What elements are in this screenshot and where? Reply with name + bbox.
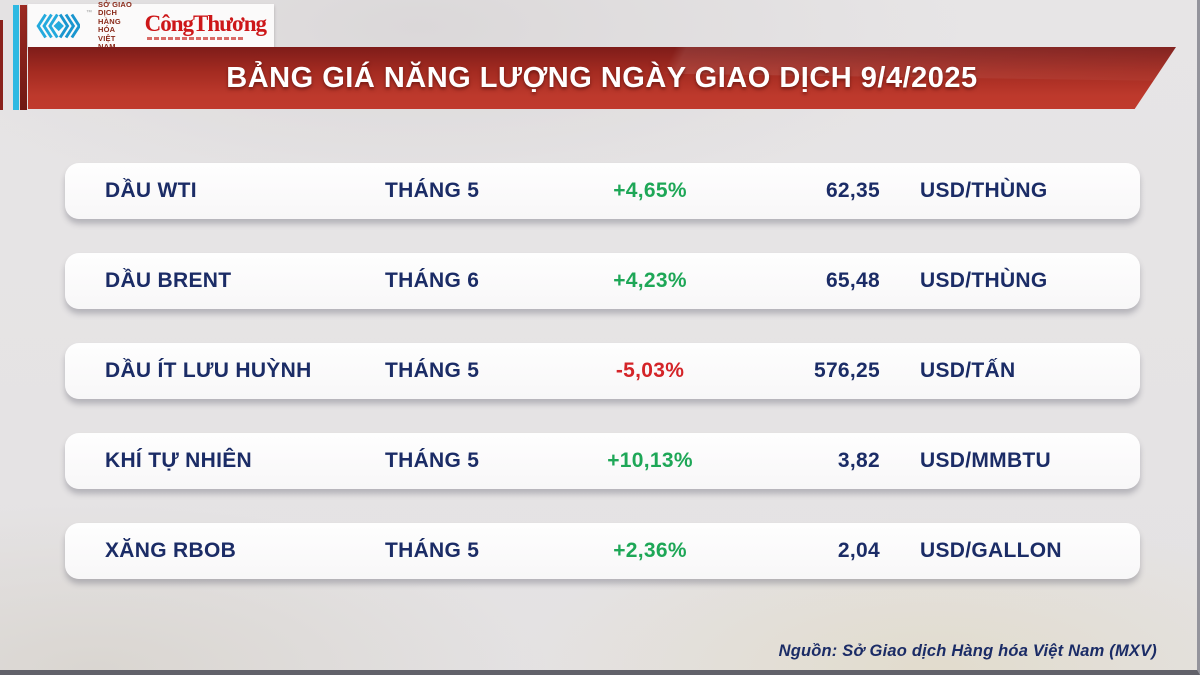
price-value: 65,48 [825,269,880,292]
price-value: 576,25 [813,359,880,382]
mxv-trademark: ™ [86,10,92,16]
contract-month: THÁNG 5 [385,179,480,202]
table-row: XĂNG RBOB THÁNG 5 +2,36% 2,04 USD/GALLON [65,523,1140,579]
congthuong-tagline-line [146,37,243,40]
contract-month: THÁNG 5 [385,539,480,562]
price-unit: USD/GALLON [920,539,1062,562]
title-banner: BẢNG GIÁ NĂNG LƯỢNG NGÀY GIAO DỊCH 9/4/2… [28,47,1176,109]
price-value: 3,82 [837,449,880,472]
commodity-name: KHÍ TỰ NHIÊN [105,449,253,472]
price-unit: USD/TẤN [920,359,1016,382]
left-maroon-stripe [20,5,27,110]
commodity-name: XĂNG RBOB [105,539,237,562]
congthuong-logo: CôngThương [144,11,267,40]
table-row: DẦU BRENT THÁNG 6 +4,23% 65,48 USD/THÙNG [65,253,1140,309]
table-row: DẦU ÍT LƯU HUỲNH THÁNG 5 -5,03% 576,25 U… [65,343,1140,399]
price-unit: USD/THÙNG [920,269,1048,292]
mxv-org-name: SỞ GIAO DỊCH HÀNG HÓA VIỆT NAM [98,0,133,51]
left-edge-red-bar [0,20,3,110]
contract-month: THÁNG 6 [385,269,480,292]
commodity-name: DẦU BRENT [105,269,232,292]
header-logo-box: ™ SỞ GIAO DỊCH HÀNG HÓA VIỆT NAM CôngThư… [28,0,274,51]
commodity-name: DẦU WTI [105,179,197,202]
contract-month: THÁNG 5 [385,359,480,382]
contract-month: THÁNG 5 [385,449,480,472]
price-unit: USD/MMBTU [920,449,1052,472]
left-cyan-stripe [13,5,19,110]
price-value: 62,35 [825,179,880,202]
congthuong-logo-text: CôngThương [144,11,267,36]
row-change: +2,36% [613,539,687,562]
row-change: +4,65% [613,179,687,202]
price-unit: USD/THÙNG [920,179,1048,202]
row-change: +4,23% [613,269,687,292]
row-change: +10,13% [607,449,693,472]
source-credit: Nguồn: Sở Giao dịch Hàng hóa Việt Nam (M… [778,642,1157,660]
mxv-logo-icon [36,13,80,39]
table-row: DẦU WTI THÁNG 5 +4,65% 62,35 USD/THÙNG [65,163,1140,219]
price-value: 2,04 [837,539,880,562]
row-change: -5,03% [615,359,685,382]
commodity-name: DẦU ÍT LƯU HUỲNH [105,359,312,382]
page-title: BẢNG GIÁ NĂNG LƯỢNG NGÀY GIAO DỊCH 9/4/2… [226,62,978,94]
table-row: KHÍ TỰ NHIÊN THÁNG 5 +10,13% 3,82 USD/MM… [65,433,1140,489]
